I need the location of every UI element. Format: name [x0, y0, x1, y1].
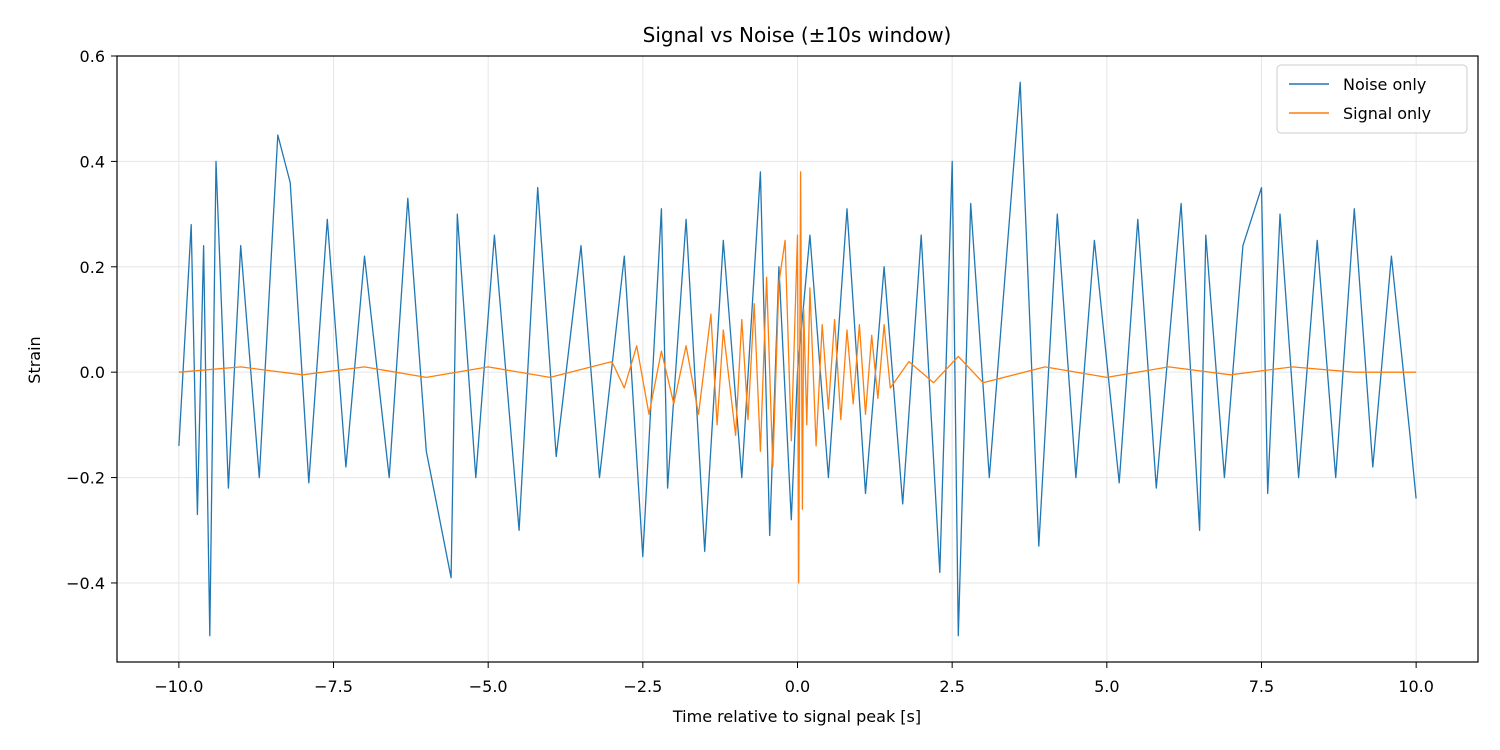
x-tick-label: 7.5 [1249, 677, 1274, 696]
y-axis: −0.4 −0.2 0.0 0.2 0.4 0.6 [66, 47, 117, 593]
legend: Noise only Signal only [1276, 64, 1468, 134]
x-tick-label: 0.0 [785, 677, 810, 696]
y-tick-label: −0.4 [66, 574, 105, 593]
x-axis: −10.0 −7.5 −5.0 −2.5 0.0 2.5 5.0 7.5 10.0 [154, 662, 1434, 696]
y-tick-label: 0.2 [80, 258, 105, 277]
x-tick-label: −7.5 [314, 677, 353, 696]
y-axis-label: Strain [25, 336, 44, 383]
x-tick-label: −10.0 [154, 677, 203, 696]
y-tick-label: 0.4 [80, 152, 105, 171]
series-line-signal-only [178, 171, 1417, 584]
x-tick-label: 5.0 [1094, 677, 1119, 696]
series-layer [178, 81, 1417, 637]
x-tick-label: 2.5 [939, 677, 964, 696]
legend-box [1276, 64, 1468, 134]
y-tick-label: 0.6 [80, 47, 105, 66]
x-axis-label: Time relative to signal peak [s] [672, 707, 921, 726]
series-line-noise-only [178, 81, 1417, 637]
y-tick-label: 0.0 [80, 363, 105, 382]
x-tick-label: −5.0 [469, 677, 508, 696]
chart-title: Signal vs Noise (±10s window) [643, 23, 952, 47]
legend-label-noise: Noise only [1343, 75, 1426, 94]
x-tick-label: 10.0 [1398, 677, 1434, 696]
x-tick-label: −2.5 [623, 677, 662, 696]
legend-label-signal: Signal only [1343, 104, 1431, 123]
y-tick-label: −0.2 [66, 469, 105, 488]
